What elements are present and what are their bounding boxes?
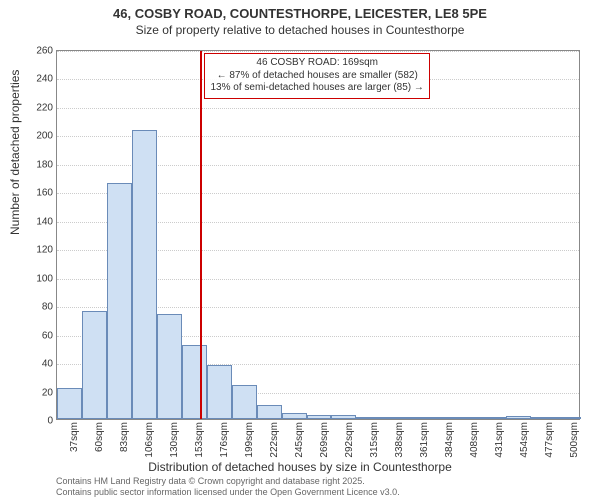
x-tick: 37sqm: [69, 422, 80, 452]
x-tick: 338sqm: [394, 422, 405, 458]
page-title: 46, COSBY ROAD, COUNTESTHORPE, LEICESTER…: [0, 0, 600, 23]
histogram-bar: [531, 417, 556, 419]
histogram-bar: [431, 417, 456, 419]
y-tick: 120: [36, 245, 53, 256]
histogram-bar: [481, 417, 506, 419]
x-tick: 315sqm: [369, 422, 380, 458]
x-tick: 153sqm: [194, 422, 205, 458]
histogram-bar: [282, 413, 307, 419]
x-tick: 60sqm: [94, 422, 105, 452]
gridline: [57, 108, 579, 109]
histogram-bar: [356, 417, 381, 419]
x-tick: 176sqm: [219, 422, 230, 458]
histogram-bar: [381, 417, 406, 419]
histogram-bar: [307, 415, 332, 419]
histogram-bar: [232, 385, 257, 419]
x-tick: 245sqm: [294, 422, 305, 458]
x-tick: 130sqm: [169, 422, 180, 458]
annotation-line: 13% of semi-detached houses are larger (…: [210, 82, 423, 95]
histogram-bar: [556, 417, 581, 419]
histogram-plot: 02040608010012014016018020022024026037sq…: [56, 50, 580, 420]
annotation-line: 46 COSBY ROAD: 169sqm: [210, 57, 423, 70]
histogram-bar: [331, 415, 356, 419]
annotation-line: ← 87% of detached houses are smaller (58…: [210, 70, 423, 83]
x-tick: 431sqm: [494, 422, 505, 458]
x-tick: 106sqm: [144, 422, 155, 458]
y-tick: 40: [42, 359, 53, 370]
y-tick: 80: [42, 302, 53, 313]
histogram-bar: [157, 314, 182, 419]
x-axis-label: Distribution of detached houses by size …: [0, 460, 600, 474]
y-tick: 140: [36, 216, 53, 227]
histogram-bar: [257, 405, 282, 419]
y-tick: 200: [36, 131, 53, 142]
histogram-bar: [207, 365, 232, 419]
x-tick: 292sqm: [344, 422, 355, 458]
y-tick: 260: [36, 46, 53, 57]
x-tick: 269sqm: [319, 422, 330, 458]
chart-area: 02040608010012014016018020022024026037sq…: [56, 50, 580, 420]
y-tick: 20: [42, 387, 53, 398]
y-tick: 180: [36, 159, 53, 170]
histogram-bar: [82, 311, 107, 419]
histogram-bar: [406, 417, 431, 419]
y-tick: 0: [47, 416, 53, 427]
x-tick: 384sqm: [444, 422, 455, 458]
histogram-bar: [182, 345, 207, 419]
x-tick: 361sqm: [419, 422, 430, 458]
x-tick: 199sqm: [244, 422, 255, 458]
y-tick: 100: [36, 273, 53, 284]
attribution-footer: Contains HM Land Registry data © Crown c…: [56, 476, 400, 498]
gridline: [57, 51, 579, 52]
footer-line-1: Contains HM Land Registry data © Crown c…: [56, 476, 400, 487]
property-marker-line: [200, 51, 202, 419]
y-tick: 160: [36, 188, 53, 199]
histogram-bar: [456, 417, 481, 419]
chart-container: 46, COSBY ROAD, COUNTESTHORPE, LEICESTER…: [0, 0, 600, 500]
y-tick: 240: [36, 74, 53, 85]
x-tick: 222sqm: [269, 422, 280, 458]
y-axis-label: Number of detached properties: [8, 70, 22, 235]
histogram-bar: [57, 388, 82, 419]
x-tick: 454sqm: [519, 422, 530, 458]
y-tick: 220: [36, 102, 53, 113]
annotation-callout: 46 COSBY ROAD: 169sqm← 87% of detached h…: [204, 53, 429, 99]
y-tick: 60: [42, 330, 53, 341]
x-tick: 500sqm: [569, 422, 580, 458]
page-subtitle: Size of property relative to detached ho…: [0, 23, 600, 41]
x-tick: 83sqm: [119, 422, 130, 452]
footer-line-2: Contains public sector information licen…: [56, 487, 400, 498]
x-tick: 408sqm: [469, 422, 480, 458]
histogram-bar: [132, 130, 157, 419]
x-tick: 477sqm: [544, 422, 555, 458]
histogram-bar: [506, 416, 531, 419]
histogram-bar: [107, 183, 132, 419]
